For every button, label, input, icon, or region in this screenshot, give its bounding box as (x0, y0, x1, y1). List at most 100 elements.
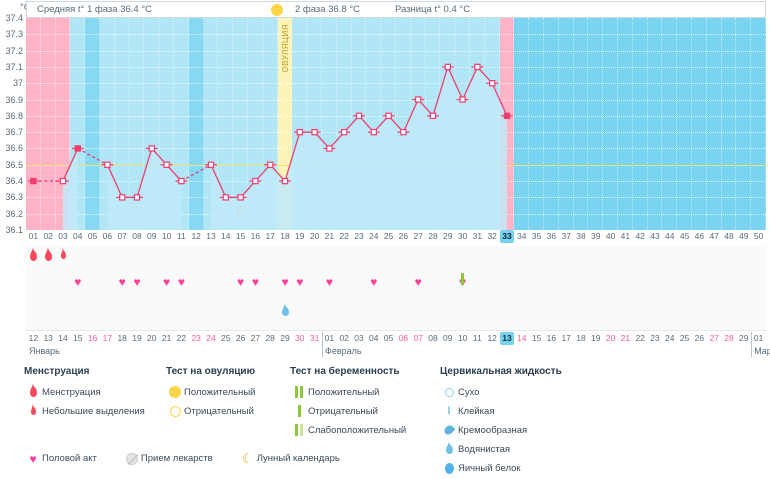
cycle-day-label[interactable]: 25 (383, 231, 394, 241)
menstruation-drop-icon[interactable] (41, 248, 55, 261)
calendar-day[interactable]: 16 (546, 333, 557, 343)
data-point-marker[interactable] (370, 128, 378, 136)
calendar-day[interactable]: 21 (161, 333, 172, 343)
calendar-day[interactable]: 20 (605, 333, 616, 343)
cycle-day-label[interactable]: 32 (487, 231, 497, 241)
day-column[interactable] (751, 18, 766, 230)
data-point-marker[interactable] (489, 80, 496, 87)
calendar-day[interactable]: 04 (369, 333, 379, 343)
day-column[interactable] (574, 18, 589, 230)
data-point-marker[interactable] (429, 112, 437, 120)
calendar-day[interactable]: 23 (191, 333, 201, 343)
calendar-day[interactable]: 28 (265, 333, 275, 343)
cycle-day-label[interactable]: 30 (457, 231, 468, 241)
heart-icon[interactable]: ♥ (237, 275, 245, 289)
calendar-day[interactable]: 24 (206, 333, 216, 343)
cycle-day-label[interactable]: 19 (295, 231, 305, 241)
cycle-day-label[interactable]: 01 (28, 231, 39, 241)
calendar-day[interactable]: 11 (472, 333, 482, 343)
cycle-day-label[interactable]: 43 (650, 231, 660, 241)
day-column[interactable] (648, 18, 663, 230)
day-column[interactable] (26, 18, 41, 230)
cycle-day-label[interactable]: 05 (87, 231, 98, 241)
cycle-day-axis[interactable]: 01 02 03 04 05 06 07 08 09 10 11 12 13 14 15 16 17 18 19 20… (26, 230, 766, 245)
data-point-marker[interactable] (74, 145, 82, 152)
calendar-day[interactable]: 25 (679, 333, 690, 343)
day-column[interactable] (677, 18, 692, 230)
cycle-day-label[interactable]: 12 (191, 231, 201, 241)
data-point-marker[interactable] (133, 194, 141, 201)
heart-icon[interactable]: ♥ (296, 275, 304, 289)
cycle-day-label[interactable]: 36 (546, 231, 557, 241)
calendar-day[interactable]: 19 (132, 333, 142, 343)
cycle-day-label[interactable]: 24 (369, 231, 379, 241)
calendar-day[interactable]: 18 (117, 333, 127, 343)
calendar-day[interactable]: 26 (694, 333, 705, 343)
cycle-day-label[interactable]: 11 (176, 231, 186, 241)
data-point-marker[interactable] (341, 128, 348, 136)
data-point-marker[interactable] (281, 177, 289, 185)
data-point-marker[interactable] (296, 128, 304, 136)
day-column[interactable] (559, 18, 574, 230)
cycle-day-label[interactable]: 04 (73, 231, 83, 241)
calendar-day[interactable]: 21 (620, 333, 631, 343)
cycle-day-label[interactable]: 13 (206, 231, 216, 241)
calendar-day[interactable]: 09 (443, 333, 453, 343)
calendar-day[interactable]: 23 (650, 333, 660, 343)
cycle-day-label[interactable]: 09 (147, 231, 157, 241)
cycle-day-label[interactable]: 14 (221, 231, 231, 241)
data-point-marker[interactable] (222, 194, 229, 201)
cycle-day-label[interactable]: 10 (161, 231, 172, 241)
cycle-day-label[interactable]: 45 (679, 231, 690, 241)
data-point-marker[interactable] (237, 194, 244, 201)
calendar-day[interactable]: 17 (102, 333, 113, 343)
heart-icon[interactable]: ♥ (281, 275, 289, 289)
day-column[interactable] (588, 18, 604, 230)
calendar-date-row[interactable]: 12 13 14 15 16 17 18 19 20 21 22 23 24 25 26 27 28 29 30 31… (26, 332, 770, 357)
cycle-day-label[interactable]: 42 (635, 231, 645, 241)
data-point-marker[interactable] (385, 112, 392, 120)
day-column[interactable] (544, 18, 559, 230)
heart-icon[interactable]: ♥ (74, 275, 82, 289)
calendar-day[interactable]: 29 (739, 333, 749, 343)
cycle-day-label[interactable]: 41 (620, 231, 631, 241)
heart-icon[interactable]: ♥ (325, 275, 333, 289)
data-point-marker[interactable] (415, 96, 422, 103)
day-column[interactable] (40, 18, 56, 230)
calendar-day[interactable]: 05 (383, 333, 394, 343)
calendar-day[interactable]: 10 (457, 333, 468, 343)
cycle-day-label[interactable]: 48 (724, 231, 734, 241)
heart-icon[interactable]: ♥ (118, 275, 126, 289)
day-column[interactable] (603, 18, 618, 230)
data-point-marker[interactable] (355, 112, 363, 120)
data-point-marker[interactable] (503, 112, 511, 120)
cycle-day-label[interactable]: 34 (517, 231, 527, 241)
data-point-marker[interactable] (59, 177, 67, 185)
cycle-day-label[interactable]: 02 (43, 231, 53, 241)
cycle-day-label[interactable]: 08 (132, 231, 142, 241)
data-point-marker[interactable] (178, 177, 185, 185)
calendar-day[interactable]: 14 (58, 333, 68, 343)
cycle-day-label[interactable]: 07 (117, 231, 127, 241)
cycle-day-label[interactable]: 35 (531, 231, 542, 241)
day-column[interactable] (129, 18, 145, 230)
menstruation-drop-icon[interactable] (56, 248, 70, 259)
day-column[interactable] (618, 18, 633, 230)
calendar-day[interactable]: 02 (339, 333, 349, 343)
day-column[interactable] (218, 18, 234, 230)
calendar-day[interactable]: 25 (221, 333, 231, 343)
day-column[interactable] (114, 18, 130, 230)
heart-icon[interactable]: ♥ (163, 275, 171, 289)
day-column[interactable] (233, 18, 248, 230)
cycle-day-label[interactable]: 31 (472, 231, 483, 241)
day-column[interactable] (707, 18, 722, 230)
cycle-day-label[interactable]: 18 (280, 231, 290, 241)
calendar-day[interactable]: 31 (309, 333, 320, 343)
cycle-day-label[interactable]: 33 (499, 230, 515, 243)
cycle-day-label[interactable]: 23 (354, 231, 364, 241)
cycle-day-label[interactable]: 39 (591, 231, 601, 241)
cycle-day-label[interactable]: 38 (576, 231, 586, 241)
data-point-marker[interactable] (311, 128, 318, 136)
day-column[interactable] (692, 18, 707, 230)
calendar-day[interactable]: 16 (87, 333, 98, 343)
